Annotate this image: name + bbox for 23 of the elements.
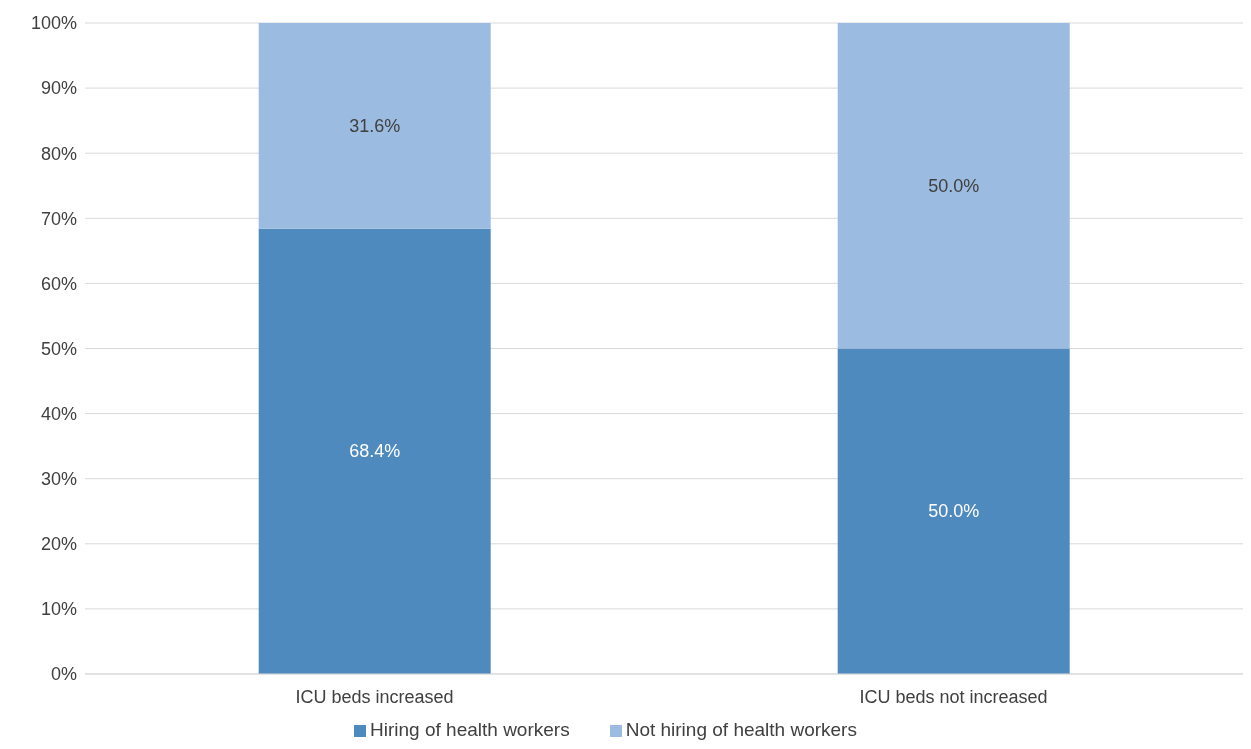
y-tick-label: 30% [40,469,77,490]
bar [837,23,1070,349]
bar [258,228,491,674]
data-label: 68.4% [349,441,401,462]
y-tick-label: 0% [50,664,77,685]
legend-label: Hiring of health workers [370,719,570,740]
y-tick-label: 40% [40,403,77,424]
data-label: 50.0% [928,501,980,522]
y-tick-label: 70% [40,208,77,229]
y-tick-label: 10% [40,599,77,620]
bar [258,23,491,229]
y-tick-label: 100% [30,13,77,34]
y-tick-label: 20% [40,534,77,555]
y-tick-label: 80% [40,143,77,164]
bar [837,348,1070,674]
legend-label: Not hiring of health workers [625,719,857,740]
y-tick-label: 90% [40,78,77,99]
x-tick-label: ICU beds not increased [859,686,1048,707]
data-label: 31.6% [349,115,401,136]
y-tick-label: 50% [40,338,77,359]
y-tick-label: 60% [40,273,77,294]
data-label: 50.0% [928,175,980,196]
x-tick-label: ICU beds increased [295,686,454,707]
